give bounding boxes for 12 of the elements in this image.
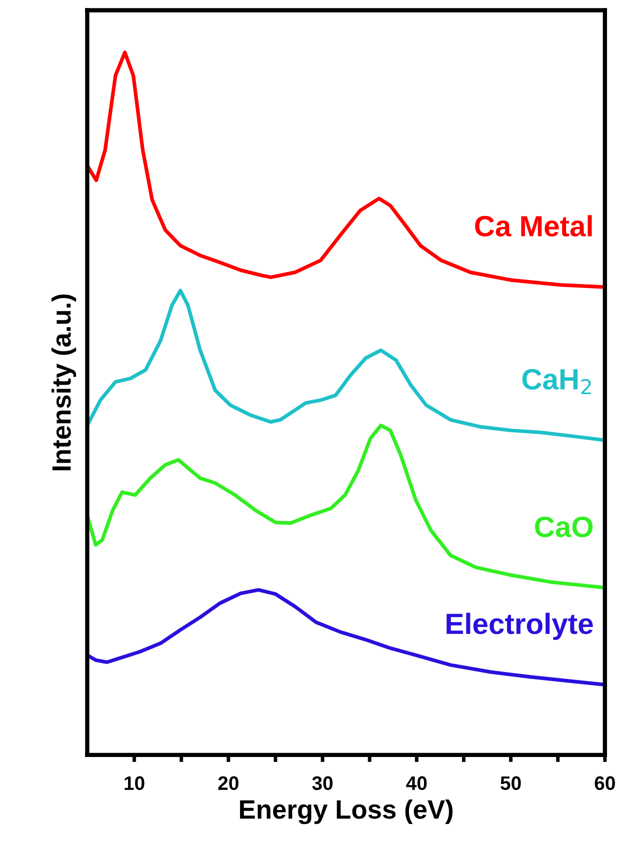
x-tick-label: 20 [218, 776, 238, 790]
series-label: CaH$_{2}$ [522, 368, 591, 394]
series-label: Electrolyte [446, 612, 593, 640]
x-tick-label: 60 [594, 776, 615, 790]
series-label: Ca Metal [475, 215, 592, 237]
series-label: CaO [535, 516, 593, 538]
x-tick-label: 10 [124, 776, 144, 790]
x-tick-label: 30 [312, 776, 333, 790]
x-tick-label: 40 [406, 776, 427, 790]
y-axis-title: Intensity (a.u.) [52, 294, 76, 470]
x-tick-label: 50 [500, 776, 521, 790]
x-axis-title: Energy Loss (eV) [240, 799, 453, 824]
